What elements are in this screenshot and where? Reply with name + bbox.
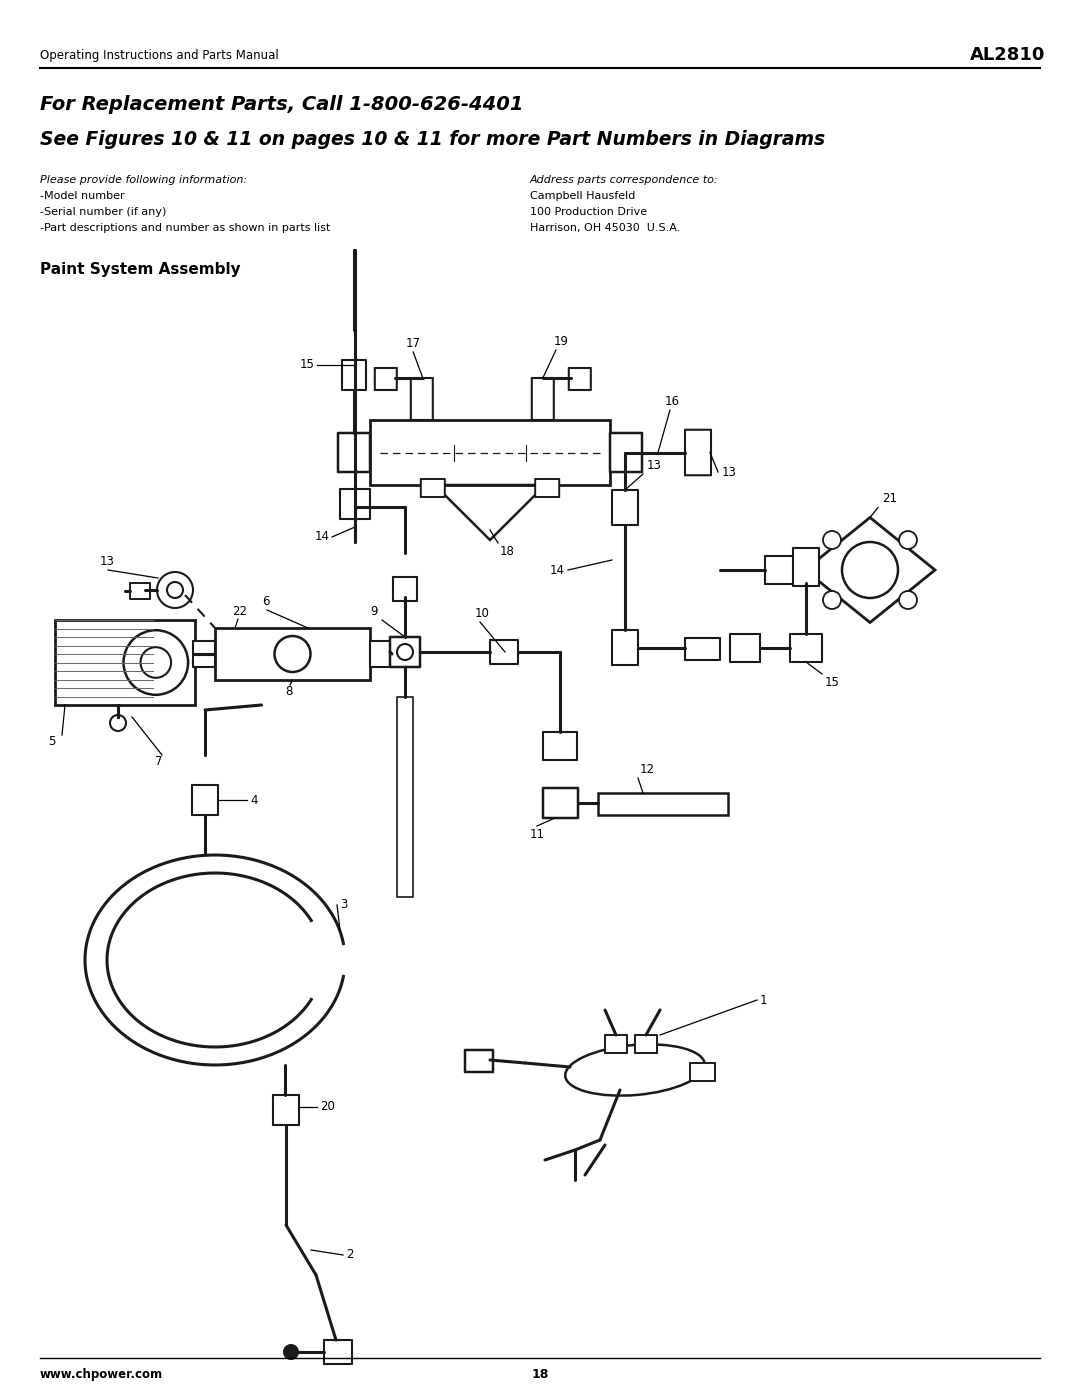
Circle shape [140, 647, 171, 678]
Text: 13: 13 [100, 555, 114, 569]
FancyBboxPatch shape [730, 634, 760, 662]
FancyBboxPatch shape [193, 641, 215, 666]
Text: 15: 15 [825, 676, 840, 689]
FancyBboxPatch shape [536, 479, 559, 497]
Text: 14: 14 [315, 531, 330, 543]
FancyBboxPatch shape [612, 490, 638, 525]
FancyBboxPatch shape [685, 430, 711, 475]
Circle shape [823, 531, 841, 549]
Bar [215, 629, 370, 680]
Circle shape [899, 591, 917, 609]
Circle shape [123, 630, 188, 694]
Text: 20: 20 [320, 1101, 335, 1113]
Circle shape [110, 715, 126, 731]
FancyBboxPatch shape [340, 489, 370, 520]
Text: 1: 1 [760, 993, 768, 1006]
FancyBboxPatch shape [390, 637, 420, 666]
FancyBboxPatch shape [612, 630, 638, 665]
FancyBboxPatch shape [543, 732, 577, 760]
Text: 12: 12 [640, 763, 654, 775]
Text: 11: 11 [530, 828, 545, 841]
FancyBboxPatch shape [789, 634, 822, 662]
Text: 6: 6 [262, 595, 270, 608]
FancyBboxPatch shape [338, 433, 370, 472]
Text: www.chpower.com: www.chpower.com [40, 1368, 163, 1382]
Text: Campbell Hausfeld: Campbell Hausfeld [530, 191, 635, 201]
Text: 4: 4 [249, 793, 257, 806]
FancyBboxPatch shape [793, 548, 819, 585]
FancyBboxPatch shape [635, 1035, 657, 1053]
Text: 15: 15 [300, 359, 315, 372]
FancyBboxPatch shape [273, 1095, 299, 1125]
FancyBboxPatch shape [342, 360, 366, 390]
Text: 7: 7 [156, 754, 162, 768]
Text: 16: 16 [665, 395, 680, 408]
FancyBboxPatch shape [543, 788, 578, 819]
Text: 13: 13 [647, 460, 662, 472]
Text: 100 Production Drive: 100 Production Drive [530, 207, 647, 217]
Bar [55, 620, 195, 705]
FancyBboxPatch shape [490, 640, 518, 664]
FancyBboxPatch shape [685, 638, 720, 659]
Circle shape [167, 583, 183, 598]
Ellipse shape [565, 1045, 705, 1095]
FancyBboxPatch shape [324, 1340, 352, 1363]
FancyBboxPatch shape [192, 785, 218, 814]
Text: 19: 19 [553, 335, 568, 348]
Circle shape [283, 1344, 299, 1361]
Text: 9: 9 [370, 605, 378, 617]
Text: 3: 3 [340, 898, 348, 911]
Text: 13: 13 [723, 465, 737, 479]
Text: Please provide following information:: Please provide following information: [40, 175, 247, 184]
Circle shape [899, 531, 917, 549]
Text: -Model number: -Model number [40, 191, 124, 201]
Text: 8: 8 [285, 685, 293, 698]
Text: 10: 10 [475, 608, 490, 620]
Text: Harrison, OH 45030  U.S.A.: Harrison, OH 45030 U.S.A. [530, 224, 680, 233]
Text: Paint System Assembly: Paint System Assembly [40, 263, 241, 277]
Text: 14: 14 [550, 563, 565, 577]
FancyBboxPatch shape [465, 1051, 492, 1071]
Text: 22: 22 [232, 605, 247, 617]
Circle shape [274, 636, 311, 672]
Circle shape [823, 591, 841, 609]
Bar [598, 793, 728, 814]
FancyBboxPatch shape [370, 641, 392, 666]
FancyBboxPatch shape [605, 1035, 627, 1053]
Circle shape [842, 542, 897, 598]
Text: Address parts correspondence to:: Address parts correspondence to: [530, 175, 718, 184]
FancyBboxPatch shape [531, 379, 554, 420]
FancyBboxPatch shape [421, 479, 445, 497]
Text: 2: 2 [346, 1249, 353, 1261]
Text: 18: 18 [500, 545, 515, 557]
Text: -Serial number (if any): -Serial number (if any) [40, 207, 166, 217]
FancyBboxPatch shape [393, 577, 417, 601]
Bar [370, 420, 610, 485]
Text: 5: 5 [48, 735, 55, 747]
FancyBboxPatch shape [569, 367, 591, 390]
Text: Operating Instructions and Parts Manual: Operating Instructions and Parts Manual [40, 49, 279, 61]
Text: 17: 17 [406, 337, 421, 351]
Circle shape [157, 571, 193, 608]
FancyBboxPatch shape [690, 1063, 715, 1081]
Text: 21: 21 [882, 493, 897, 506]
FancyBboxPatch shape [397, 697, 413, 897]
Text: For Replacement Parts, Call 1-800-626-4401: For Replacement Parts, Call 1-800-626-44… [40, 95, 524, 115]
Text: AL2810: AL2810 [970, 46, 1045, 64]
FancyBboxPatch shape [765, 556, 807, 584]
Text: See Figures 10 & 11 on pages 10 & 11 for more Part Numbers in Diagrams: See Figures 10 & 11 on pages 10 & 11 for… [40, 130, 825, 149]
FancyBboxPatch shape [610, 433, 642, 472]
Text: -Part descriptions and number as shown in parts list: -Part descriptions and number as shown i… [40, 224, 330, 233]
FancyBboxPatch shape [410, 379, 433, 420]
Circle shape [397, 644, 413, 659]
Text: 18: 18 [531, 1369, 549, 1382]
FancyBboxPatch shape [375, 367, 396, 390]
FancyBboxPatch shape [130, 583, 150, 599]
